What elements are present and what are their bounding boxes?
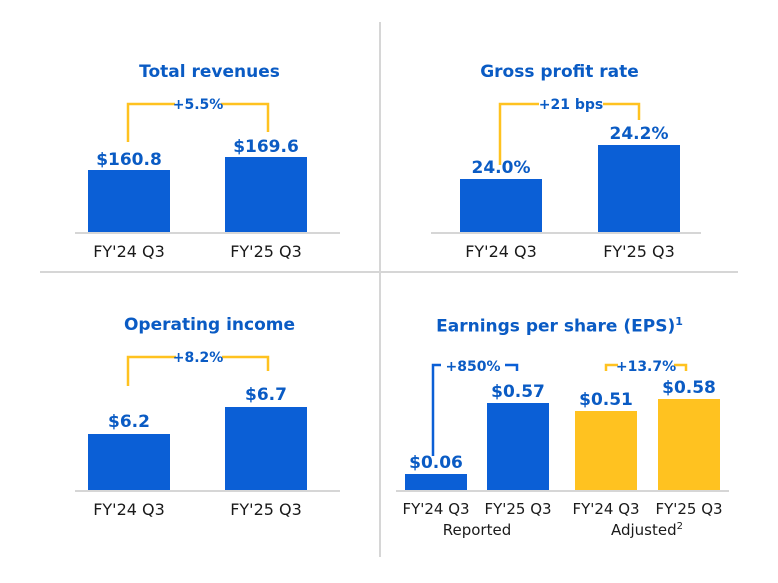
category-label: FY'25 Q3 — [484, 500, 551, 518]
data-label: $6.2 — [108, 412, 150, 432]
footnote-marker: 1 — [675, 315, 683, 328]
data-label: 24.2% — [610, 124, 669, 144]
data-label: $0.57 — [491, 382, 545, 402]
horizontal-divider — [40, 271, 738, 273]
operating-income-chart: +8.2% $6.2 $6.7 FY'24 Q3 FY'25 Q3 — [75, 348, 340, 519]
eps-title-text: Earnings per share (EPS) — [436, 316, 676, 337]
category-label: FY'24 Q3 — [572, 500, 639, 518]
adjusted-text: Adjusted — [611, 521, 677, 539]
footnote-marker: 2 — [677, 521, 683, 532]
group-label-adjusted: Adjusted2 — [611, 521, 683, 539]
bar — [575, 411, 637, 490]
bar — [658, 399, 720, 490]
category-label: FY'25 Q3 — [230, 242, 302, 261]
data-label: $160.8 — [96, 150, 162, 170]
panel-operating-income: Operating income +8.2% $6.2 $6.7 FY'24 Q… — [40, 273, 379, 558]
data-label: $0.51 — [579, 390, 633, 410]
change-label: +8.2% — [173, 350, 224, 366]
panel-total-revenues: Total revenues +5.5% $160.8 $169.6 FY'24… — [40, 0, 379, 271]
panel-eps: Earnings per share (EPS)1 +850% +13.7% $… — [381, 273, 738, 583]
eps-chart: +850% +13.7% $0.06 $0.57 $0.51 $0.58 FY'… — [396, 357, 729, 539]
panel-title: Operating income — [123, 315, 296, 335]
vertical-divider — [379, 22, 381, 557]
group-label-reported: Reported — [443, 521, 511, 539]
category-label: FY'24 Q3 — [93, 500, 165, 519]
bar — [88, 170, 170, 232]
bar — [225, 407, 307, 490]
bar — [460, 179, 542, 232]
panel-gross-profit-rate: Gross profit rate +21 bps 24.0% 24.2% FY… — [381, 0, 738, 271]
change-label: +21 bps — [539, 97, 603, 113]
category-label: FY'25 Q3 — [230, 500, 302, 519]
change-label-reported: +850% — [446, 359, 501, 375]
category-label: FY'24 Q3 — [93, 242, 165, 261]
bar — [598, 145, 680, 232]
gross-profit-chart: +21 bps 24.0% 24.2% FY'24 Q3 FY'25 Q3 — [431, 95, 701, 261]
change-label-adjusted: +13.7% — [616, 359, 676, 375]
data-label: $0.58 — [662, 378, 716, 398]
bar — [88, 434, 170, 490]
panel-title: Total revenues — [139, 62, 280, 82]
revenue-chart: +5.5% $160.8 $169.6 FY'24 Q3 FY'25 Q3 — [75, 95, 340, 261]
data-label: 24.0% — [472, 158, 531, 178]
panel-title: Gross profit rate — [480, 62, 639, 82]
category-label: FY'24 Q3 — [465, 242, 537, 261]
category-label: FY'25 Q3 — [603, 242, 675, 261]
data-label: $0.06 — [409, 453, 463, 473]
bar — [225, 157, 307, 232]
category-label: FY'25 Q3 — [655, 500, 722, 518]
category-label: FY'24 Q3 — [402, 500, 469, 518]
change-label: +5.5% — [173, 97, 224, 113]
bar — [405, 474, 467, 490]
data-label: $169.6 — [233, 137, 299, 157]
panel-title: Earnings per share (EPS)1 — [381, 315, 738, 337]
data-label: $6.7 — [245, 385, 287, 405]
bar — [487, 403, 549, 490]
